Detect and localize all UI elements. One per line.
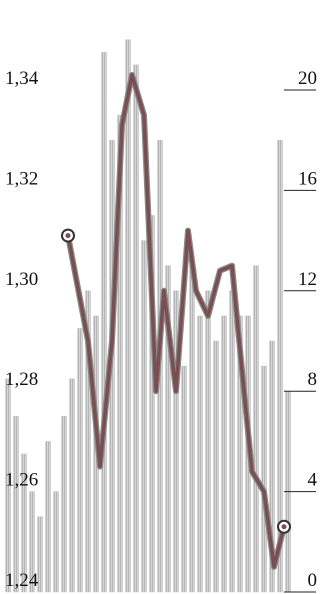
lines — [61, 71, 291, 570]
labels: 1,24 1,26 1,28 1,30 1,32 1,34 0 4 8 12 16 20 — [5, 68, 318, 591]
bar — [125, 39, 131, 593]
y2-tick-label: 8 — [308, 369, 318, 390]
y-tick-label: 1,26 — [5, 470, 38, 491]
bar — [133, 64, 139, 593]
bar — [261, 365, 267, 593]
y-tick-label: 1,28 — [5, 369, 38, 390]
bar — [229, 290, 235, 593]
bar — [197, 315, 203, 593]
bar — [141, 240, 147, 593]
bar — [37, 516, 43, 593]
y-tick-label: 1,30 — [5, 269, 38, 290]
y2-tick-label: 20 — [298, 68, 317, 89]
bar — [13, 416, 19, 593]
y2-tick-label: 4 — [308, 470, 318, 491]
end-marker-dot — [65, 233, 71, 239]
bar — [189, 265, 195, 593]
y-tick-label: 1,34 — [5, 68, 39, 89]
bar — [53, 491, 59, 593]
y2-tick-label: 16 — [298, 168, 317, 189]
bar — [253, 265, 259, 593]
bar — [117, 114, 123, 593]
bar — [69, 378, 75, 593]
line — [66, 73, 286, 569]
y-tick-label: 1,24 — [5, 570, 39, 591]
bar — [45, 441, 51, 593]
bar — [77, 328, 83, 593]
bar — [5, 378, 11, 593]
bar — [213, 340, 219, 593]
grid — [284, 89, 316, 593]
y-tick-label: 1,32 — [5, 168, 38, 189]
bar — [277, 139, 283, 593]
bar — [181, 365, 187, 593]
bar — [149, 215, 155, 593]
bar — [269, 340, 275, 593]
bar — [173, 290, 179, 593]
bar — [165, 265, 171, 593]
bar — [237, 315, 243, 593]
bar — [29, 491, 35, 593]
bar — [205, 290, 211, 593]
bars — [5, 39, 291, 593]
bar — [221, 315, 227, 593]
bar — [85, 290, 91, 593]
bar — [61, 416, 67, 593]
bar — [101, 52, 107, 593]
end-marker-dot — [281, 524, 287, 530]
y2-tick-label: 0 — [308, 570, 318, 591]
y2-tick-label: 12 — [298, 269, 317, 290]
bar — [21, 453, 27, 593]
